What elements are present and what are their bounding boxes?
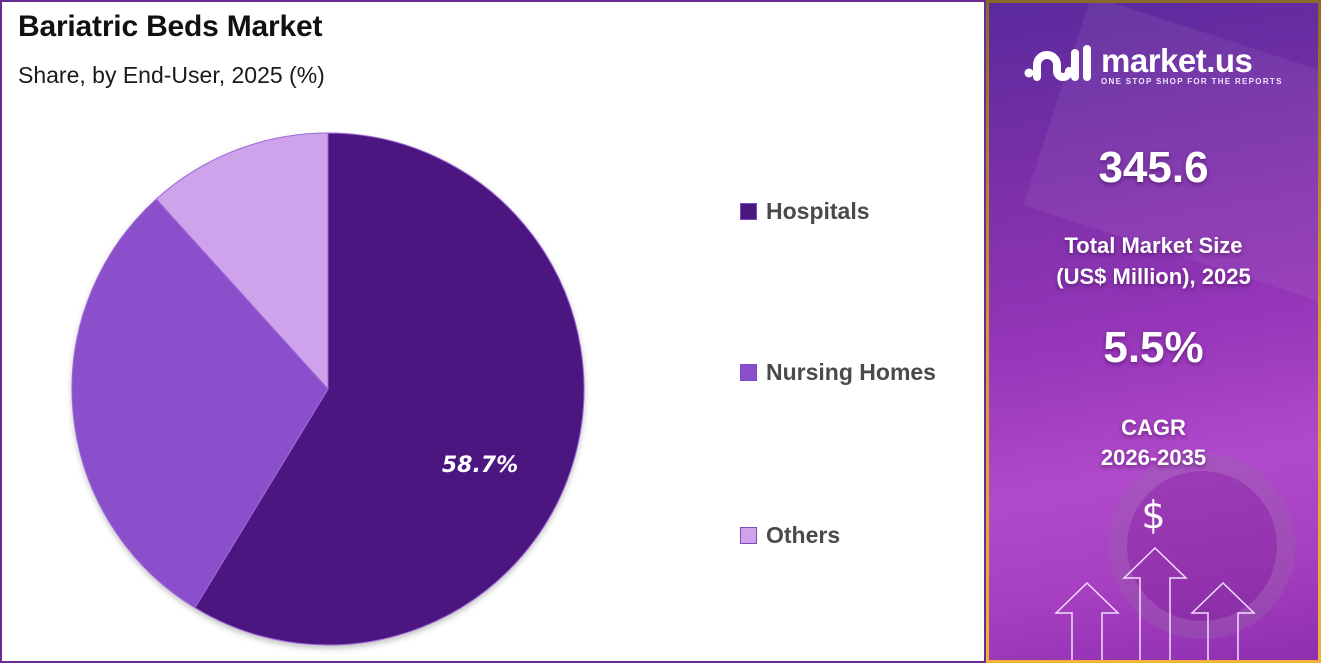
summary-panel: market.us ONE STOP SHOP FOR THE REPORTS … [986,0,1321,663]
dollar-icon: $ [1141,493,1166,537]
legend-item-nursing-homes[interactable]: Nursing Homes [740,359,936,386]
slice-label-hospitals: 58.7% [442,453,518,478]
legend-item-hospitals[interactable]: Hospitals [740,198,870,225]
background-decoration [1109,453,1295,639]
cagr-value: 5.5% [1103,323,1204,372]
market-us-logo-icon [1024,45,1091,81]
chart-subtitle: Share, by End-User, 2025 (%) [18,62,325,88]
legend-swatch-nursing-homes [740,364,757,381]
cagr-label-line2: 2026-2035 [1100,445,1207,470]
legend-label: Nursing Homes [766,359,936,385]
legend-label: Hospitals [766,198,870,224]
logo-tagline: ONE STOP SHOP FOR THE REPORTS [1101,76,1283,86]
growth-arrows-icon [1054,546,1256,660]
cagr-label-line1: CAGR [1121,415,1186,440]
market-size-label-line2: (US$ Million), 2025 [1056,264,1251,289]
pie-chart: 58.7% [71,132,585,646]
logo-name: market.us [1101,41,1253,79]
pie-slice-others[interactable] [155,132,329,391]
legend-swatch-hospitals [740,203,757,220]
legend-swatch-others [740,527,757,544]
brand-logo[interactable]: market.us ONE STOP SHOP FOR THE REPORTS [1023,43,1283,87]
legend-item-others[interactable]: Others [740,522,840,549]
market-size-value: 345.6 [1098,143,1209,192]
chart-title: Bariatric Beds Market [18,10,323,43]
market-size-label-line1: Total Market Size [1064,233,1243,258]
pie-slice-hospitals[interactable] [194,132,585,646]
legend-label: Others [766,522,841,548]
pie-slice-nursing-homes[interactable] [71,198,329,609]
chart-panel: Bariatric Beds Market Share, by End-User… [0,0,986,663]
